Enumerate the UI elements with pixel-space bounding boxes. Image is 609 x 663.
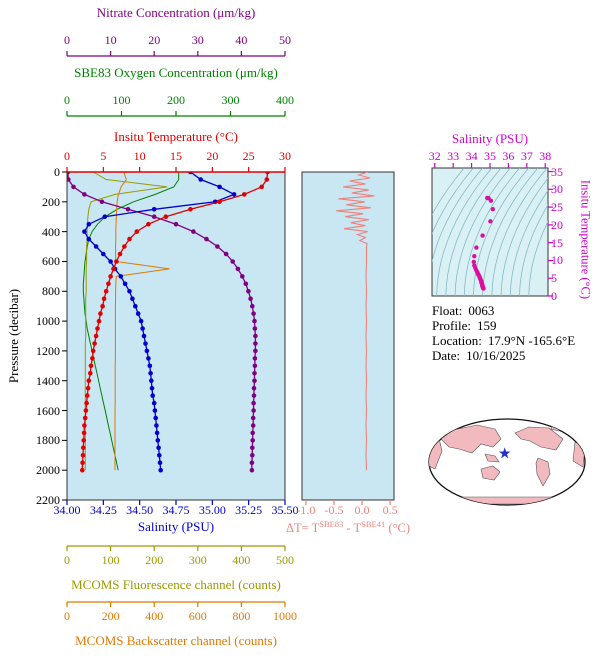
delta-t-label-mid: - T [343, 521, 362, 536]
delta-t-curve [336, 172, 375, 471]
float-info-block: Float: 0063 Profile: 159 Location: 17.9°N -… [432, 303, 575, 363]
world-map [428, 418, 586, 506]
delta-t-plot-area [301, 171, 395, 501]
info-profile-value: 159 [477, 318, 497, 333]
main-plot-area [66, 171, 286, 501]
delta-t-label-prefix: ΔT= T [285, 521, 320, 536]
info-row-float: Float: 0063 [432, 303, 575, 318]
info-date-label: Date: [432, 348, 461, 363]
ts-content [432, 168, 548, 296]
backscatter-axis-title: MCOMS Backscatter channel (counts) [75, 633, 277, 648]
pressure-axis-title: Pressure (decibar) [6, 288, 21, 384]
float-location-star [499, 447, 511, 459]
info-location-value: 17.9°N -165.6°E [487, 333, 576, 348]
delta-t-axis-title: ΔT= TSBE83 - TSBE41 (°C) [258, 519, 438, 536]
info-profile-label: Profile: [432, 318, 471, 333]
info-float-label: Float: [432, 303, 463, 318]
info-float-value: 0063 [468, 303, 495, 318]
nitrate-axis-title: Nitrate Concentration (μm/kg) [96, 5, 256, 20]
oxygen-axis-title: SBE83 Oxygen Concentration (μm/kg) [74, 65, 278, 80]
delta-t-label-sup-sbe83: SBE83 [319, 519, 344, 529]
map-land [429, 422, 585, 505]
ts-temperature-axis-title: Insitu Temperature (°C) [578, 179, 593, 300]
temperature-axis-title: Insitu Temperature (°C) [114, 129, 238, 144]
delta-t-label-suffix: (°C) [385, 521, 411, 536]
fluorescence-axis-title: MCOMS Fluorescence channel (counts) [71, 577, 281, 592]
info-row-date: Date: 10/16/2025 [432, 348, 575, 363]
delta-t-label-sup-sbe41: SBE41 [361, 519, 386, 529]
profile-curves [67, 172, 270, 473]
series-5 [114, 172, 170, 471]
info-row-location: Location: 17.9°N -165.6°E [432, 333, 575, 348]
salinity-axis-title: Salinity (PSU) [137, 519, 215, 534]
info-location-label: Location: [432, 333, 482, 348]
info-date-value: 10/16/2025 [466, 348, 526, 363]
info-row-profile: Profile: 159 [432, 318, 575, 333]
ts-salinity-axis-title: Salinity (PSU) [451, 131, 529, 146]
